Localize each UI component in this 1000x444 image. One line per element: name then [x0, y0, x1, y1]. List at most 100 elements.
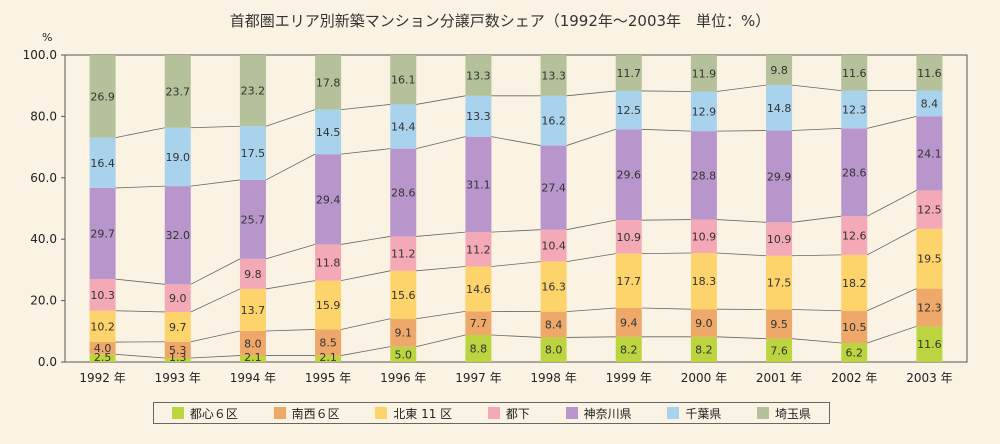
data-label: 11.7	[617, 67, 642, 80]
bar-segment	[315, 55, 342, 110]
y-tick-label: 40.0	[30, 232, 57, 246]
bar-segment	[540, 229, 567, 262]
connector-line	[190, 288, 241, 313]
data-label: 10.4	[541, 240, 566, 253]
connector-line	[641, 90, 691, 92]
x-tick-label: 1997 年	[455, 371, 501, 385]
data-label: 4.0	[94, 342, 112, 355]
bar-segment	[615, 307, 642, 337]
bar-segment	[540, 337, 567, 362]
legend-swatch	[375, 407, 388, 419]
data-label: 16.1	[391, 74, 416, 87]
bar-segment	[89, 354, 116, 362]
legend-item: 埼玉県	[757, 405, 811, 422]
data-label: 8.4	[921, 98, 939, 111]
data-label: 12.6	[842, 230, 867, 243]
bar-segment	[615, 253, 642, 308]
y-tick-label: 0.0	[38, 355, 57, 369]
legend-label: 埼玉県	[775, 406, 812, 421]
data-label: 32.0	[166, 229, 191, 242]
data-label: 6.2	[846, 346, 864, 359]
data-label: 9.0	[695, 317, 713, 330]
bar-segment	[164, 358, 191, 362]
bar-segment	[89, 342, 116, 355]
data-label: 10.9	[617, 231, 642, 244]
bar-segment	[916, 55, 943, 91]
bar-segment	[690, 91, 717, 132]
data-label: 8.0	[244, 337, 262, 350]
x-tick-label: 2001 年	[756, 371, 802, 385]
x-tick-label: 1995 年	[305, 371, 351, 385]
data-label: 24.1	[917, 147, 942, 160]
connector-line	[416, 266, 466, 272]
bar-segment	[465, 266, 492, 312]
connector-line	[491, 261, 541, 267]
connector-line	[416, 136, 466, 150]
data-label: 8.0	[545, 344, 563, 357]
data-label: 16.3	[541, 281, 566, 294]
data-label: 29.7	[90, 228, 115, 241]
legend-item: 神奈川県	[565, 405, 632, 422]
bar-segment	[315, 280, 342, 330]
data-label: 23.2	[241, 85, 266, 98]
data-label: 29.6	[617, 169, 642, 182]
connector-line	[566, 307, 616, 313]
legend-label: 北東 11 区	[393, 406, 453, 421]
connector-line	[190, 179, 240, 187]
data-label: 13.7	[241, 304, 266, 317]
connector-line	[341, 236, 391, 245]
connector-line	[340, 318, 391, 330]
bar-segment	[766, 255, 793, 310]
connector-line	[641, 252, 691, 255]
connector-line	[716, 252, 767, 257]
connector-line	[416, 231, 466, 237]
connector-line	[341, 104, 391, 111]
bar-segment	[690, 309, 717, 337]
x-tick-label: 1998 年	[530, 371, 576, 385]
connector-line	[491, 334, 541, 338]
bar-segment	[841, 55, 868, 91]
data-label: 28.6	[391, 187, 416, 200]
connector-line	[792, 309, 842, 312]
bar-segment	[315, 109, 342, 155]
y-tick-label: 20.0	[30, 294, 57, 308]
bar-segment	[690, 131, 717, 220]
data-label: 10.5	[842, 321, 867, 334]
data-label: 27.4	[541, 182, 566, 195]
data-label: 11.6	[842, 67, 867, 80]
data-label: 12.3	[842, 103, 867, 116]
connector-line	[115, 127, 165, 138]
legend-swatch	[171, 407, 184, 419]
bar-segment	[239, 288, 266, 331]
bar-segment	[465, 136, 492, 233]
data-label: 9.8	[244, 268, 262, 281]
connector-line	[265, 153, 316, 181]
bar-segment	[540, 145, 567, 230]
connector-line	[867, 116, 917, 129]
data-label: 10.9	[692, 230, 717, 243]
connector-line	[416, 310, 466, 320]
bar-segment	[239, 55, 266, 127]
data-label: 17.8	[316, 76, 341, 89]
plot-frame	[64, 54, 968, 363]
data-label: 19.0	[166, 151, 191, 164]
legend-swatch	[487, 407, 500, 419]
connector-line	[792, 338, 842, 344]
connector-line	[190, 330, 241, 343]
connector-line	[265, 280, 316, 290]
connector-line	[115, 310, 165, 313]
bar-segment	[465, 95, 492, 137]
bar-segment	[766, 309, 793, 339]
connector-line	[416, 95, 466, 105]
connector-line	[867, 326, 917, 344]
legend-item: 南西６区	[273, 405, 340, 422]
data-label: 15.9	[316, 299, 341, 312]
bar-segment	[540, 261, 567, 312]
data-label: 10.3	[90, 289, 115, 302]
connector-line	[867, 190, 917, 217]
bar-segment	[465, 311, 492, 335]
data-label: 7.6	[770, 344, 788, 357]
data-label: 29.4	[316, 193, 341, 206]
y-tick-label: 80.0	[30, 109, 57, 123]
data-label: 11.2	[466, 243, 491, 256]
